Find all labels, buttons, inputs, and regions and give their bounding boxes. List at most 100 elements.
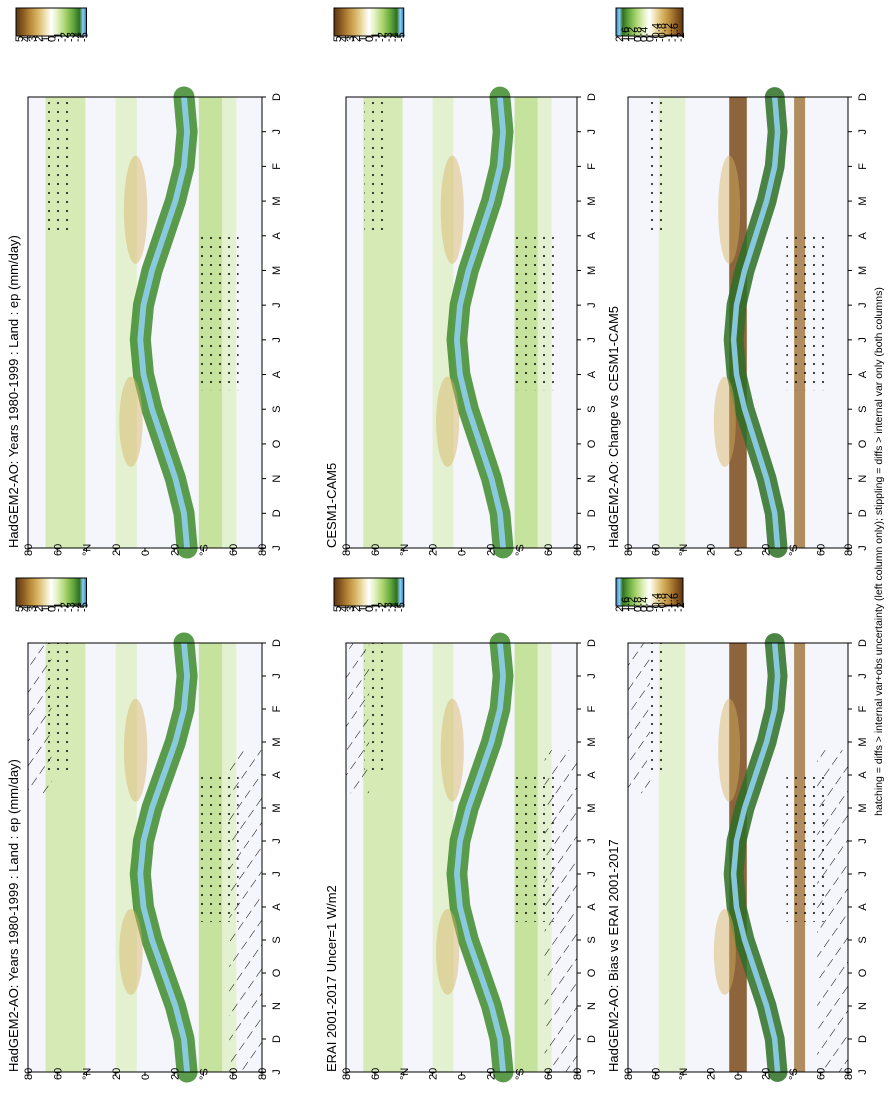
month-tick-label: J (586, 302, 598, 308)
stippling-region (786, 232, 826, 391)
itcz-core (454, 96, 506, 549)
month-tick-label: D (271, 509, 283, 517)
month-tick-label: J (271, 838, 283, 844)
month-tick-label: J (271, 1069, 283, 1075)
colorbar-label: 0.8 (632, 597, 644, 612)
lat-tick-label: 80 (572, 544, 584, 556)
colorbar-label: -5 (78, 32, 90, 42)
colorbar-label: 2 (351, 606, 363, 612)
month-tick-label: D (586, 93, 598, 101)
month-tick-label: D (857, 509, 869, 517)
hatching-region (28, 643, 52, 794)
month-tick-label: A (857, 231, 869, 239)
field-band (432, 643, 454, 1072)
panel-title: HadGEM2-AO: Years 1980-1999 : Land : ep … (6, 759, 21, 1072)
month-tick-label: S (586, 406, 598, 413)
month-tick-label: J (586, 1069, 598, 1075)
month-tick-label: F (586, 705, 598, 712)
colorbar-label: 0 (364, 36, 376, 42)
colorbar-label: -4 (72, 602, 84, 612)
lat-tick-label: 0 (733, 1074, 745, 1080)
colorbar-label: -5 (396, 602, 408, 612)
month-tick-label: D (271, 93, 283, 101)
colorbar-label: -2 (59, 32, 71, 42)
month-tick-label: F (271, 163, 283, 170)
lat-tick-label: 60 (543, 544, 555, 556)
month-tick-label: J (857, 871, 869, 877)
lat-tick-label: °S (199, 1068, 211, 1080)
month-tick-label: M (586, 803, 598, 812)
lat-tick-label: 0 (457, 1074, 469, 1080)
lat-tick-label: 0 (733, 550, 745, 556)
lat-tick-label: 60 (651, 544, 663, 556)
panel-title: ERAI 2001-2017 Uncer=1 W/m2 (324, 885, 339, 1072)
colorbar-label: -2 (59, 602, 71, 612)
lat-tick-label: 60 (651, 1068, 663, 1080)
month-tick-label: A (271, 231, 283, 239)
colorbar-label: 5 (14, 36, 26, 42)
month-tick-label: M (586, 266, 598, 275)
field-patch (713, 908, 736, 995)
lat-tick-label: 80 (843, 1068, 855, 1080)
month-tick-label: A (586, 231, 598, 239)
month-tick-label: S (271, 406, 283, 413)
chart-panel: 80 60 °N 20 0 20 °S 60 80DJFMAMJJASONDJHadGEM2-A… (606, 7, 869, 558)
colorbar-label: -1 (53, 32, 65, 42)
itcz-core (730, 642, 781, 1073)
month-tick-label: J (586, 673, 598, 679)
panel-title: HadGEM2-AO: Bias vs ERAI 2001-2017 (606, 839, 621, 1072)
month-tick-label: O (586, 968, 598, 977)
colorbar (15, 577, 87, 607)
lat-tick-label: 20 (169, 1068, 181, 1080)
itcz-core (453, 642, 507, 1073)
itcz-core (137, 96, 191, 549)
colorbar-label: 4 (21, 36, 33, 42)
field-patch (436, 908, 460, 995)
colorbar-label: 0.4 (638, 27, 650, 42)
colorbar-label: 1 (358, 36, 370, 42)
lat-tick-label: 60 (52, 544, 64, 556)
month-tick-label: O (271, 439, 283, 448)
month-tick-label: A (857, 903, 869, 911)
month-tick-label: S (857, 406, 869, 413)
colorbar-label: -2 (377, 602, 389, 612)
month-tick-label: M (586, 737, 598, 746)
colorbar-label: 0 (645, 36, 657, 42)
month-tick-label: J (271, 545, 283, 551)
lat-tick-label: 20 (761, 544, 773, 556)
month-tick-label: J (857, 545, 869, 551)
month-tick-label: A (586, 771, 598, 779)
panel-title: HadGEM2-AO: Years 1980-1999 : Land : ep … (6, 235, 21, 548)
chart-panel: 80 60 °N 20 0 20 °S 60 80DJFMAMJJASONDJHadGEM2-A… (6, 577, 283, 1083)
colorbar-label: 0 (46, 36, 58, 42)
lat-tick-label: 60 (52, 1068, 64, 1080)
colorbar-label: -4 (72, 32, 84, 42)
colorbar-label: -3 (65, 602, 77, 612)
field-band (115, 643, 137, 1072)
colorbar-label: 1.6 (620, 597, 632, 612)
month-tick-label: J (857, 1069, 869, 1075)
month-tick-label: M (271, 266, 283, 275)
colorbar-label: 5 (332, 606, 344, 612)
lat-tick-label: 20 (169, 544, 181, 556)
month-tick-label: J (271, 871, 283, 877)
lat-tick-label: 80 (257, 544, 269, 556)
lat-tick-label: °S (514, 1068, 526, 1080)
stippling-region (46, 97, 71, 233)
panel-layer: 80 60 °N 20 0 20 °S 60 80DJFMAMJJASONDJHadGEM2-A… (6, 7, 869, 1083)
colorbar (333, 577, 405, 607)
stippling-region (196, 232, 239, 391)
lat-tick-label: °N (678, 1068, 690, 1080)
colorbar-label: -1.6 (669, 23, 681, 42)
lat-tick-label: 60 (370, 1068, 382, 1080)
itcz-core (137, 642, 191, 1073)
lat-tick-label: 20 (428, 544, 440, 556)
colorbar-label: 1.6 (620, 27, 632, 42)
field-patch (718, 155, 741, 264)
month-tick-label: J (586, 337, 598, 343)
colorbar (615, 577, 684, 607)
colorbar-label: -4 (389, 32, 401, 42)
month-tick-label: J (857, 337, 869, 343)
